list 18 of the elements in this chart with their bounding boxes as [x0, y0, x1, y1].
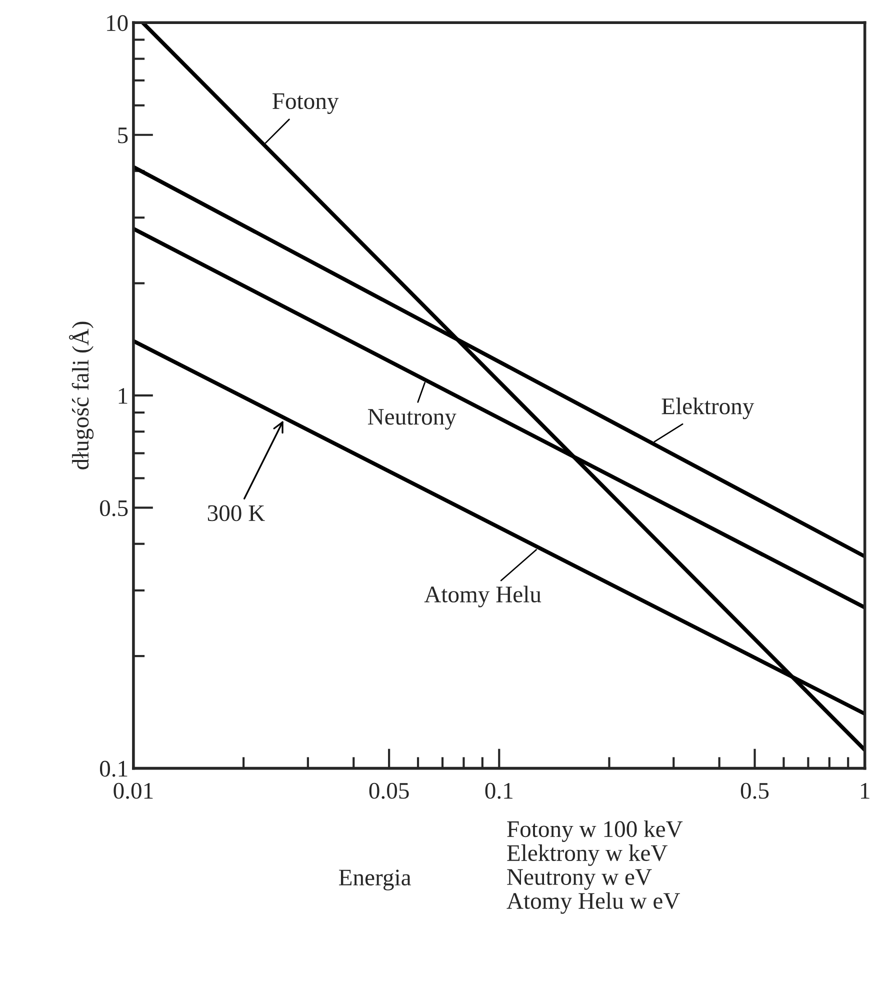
x-tick-label: 1	[861, 782, 870, 799]
x-tick-label: 0.1	[485, 782, 512, 799]
x-axis-title: Energia	[338, 870, 411, 890]
y-tick-label: 1	[118, 388, 128, 404]
annotation: Neutrony	[368, 409, 456, 430]
annotation: Atomy Helu	[424, 586, 542, 608]
y-tick-label: 0.5	[100, 500, 128, 516]
y-tick-label: 5	[118, 128, 128, 144]
y-tick-label: 0.1	[100, 760, 128, 777]
x-tick-label: 0.01	[114, 782, 153, 799]
y-tick-label: 10	[107, 15, 128, 32]
y-axis-title: długość fali (Å)	[68, 322, 94, 470]
x-tick-label: 0.05	[369, 782, 409, 799]
annotation: Fotony	[272, 93, 339, 114]
x-tick-label: 0.5	[740, 782, 769, 799]
text: Fotony w 100 keV Elektrony w keV Neutrony w eV Atomy Helu w eV	[506, 820, 683, 914]
annotation: Elektrony	[662, 398, 754, 420]
annotation: 300 K	[208, 505, 265, 522]
